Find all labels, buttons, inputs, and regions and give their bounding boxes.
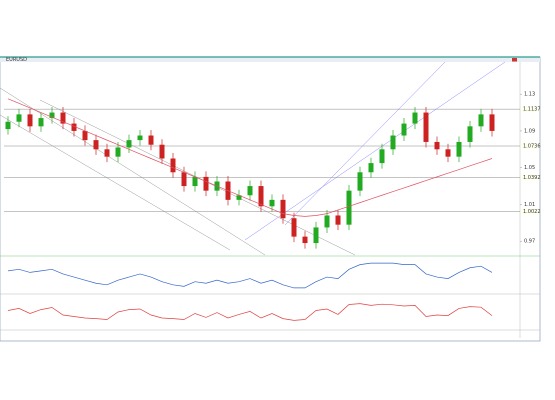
moving-average xyxy=(7,98,493,217)
candle-body xyxy=(104,149,110,157)
candle-body xyxy=(148,135,154,145)
candle-body xyxy=(423,112,429,142)
y-tick-label: 0.97 xyxy=(524,239,535,245)
candle-body xyxy=(49,112,55,119)
candle-body xyxy=(236,195,242,200)
candle-body xyxy=(82,130,88,141)
level-tag xyxy=(521,174,539,181)
candle-body xyxy=(126,140,132,148)
candle-body xyxy=(478,114,484,127)
candle-body xyxy=(60,112,66,124)
y-tick-label: 1.09 xyxy=(524,128,535,134)
candle-body xyxy=(181,172,187,187)
candle-body xyxy=(346,190,352,225)
candle-body xyxy=(390,135,396,150)
candle-body xyxy=(357,172,363,191)
candle-body xyxy=(324,215,330,228)
candle-body xyxy=(203,176,209,191)
window xyxy=(0,56,541,342)
indicator-line xyxy=(7,262,493,289)
candle-body xyxy=(38,118,44,127)
candle-body xyxy=(192,176,198,187)
chart-title: EURUSD xyxy=(6,57,27,63)
candle-body xyxy=(5,121,11,130)
y-tick-label: 1.05 xyxy=(524,165,535,171)
candle-body xyxy=(280,199,286,219)
candle-body xyxy=(170,158,176,173)
candle-body xyxy=(467,126,473,142)
channel-line xyxy=(244,61,506,241)
candle-body xyxy=(247,186,253,196)
candle-body xyxy=(401,123,407,136)
channel-line xyxy=(284,61,446,226)
candle-body xyxy=(159,144,165,159)
candle-body xyxy=(291,218,297,237)
candle-body xyxy=(302,236,308,244)
level-label: 1.0392 xyxy=(523,175,541,181)
indicator-line xyxy=(7,303,493,321)
candle-body xyxy=(313,227,319,244)
candle-body xyxy=(412,112,418,124)
title-bar xyxy=(0,57,540,62)
candle-body xyxy=(379,149,385,164)
candle-body xyxy=(16,114,22,122)
candle-body xyxy=(434,141,440,150)
level-label: 1.0736 xyxy=(523,144,541,150)
close-button[interactable] xyxy=(512,58,517,62)
candle-body xyxy=(71,123,77,131)
level-tag xyxy=(521,106,539,113)
candle-body xyxy=(368,163,374,173)
candle-body xyxy=(258,186,264,207)
candle-body xyxy=(445,149,451,157)
candle-body xyxy=(93,140,99,150)
candle-body xyxy=(137,135,143,141)
candle-body xyxy=(27,114,33,127)
level-tag xyxy=(521,208,539,215)
candle-body xyxy=(115,147,121,157)
channel-line xyxy=(0,87,266,256)
y-tick-label: 1.13 xyxy=(524,92,535,98)
candle-body xyxy=(456,141,462,157)
candle-body xyxy=(335,215,341,225)
level-label: 1.0022 xyxy=(523,209,541,215)
y-tick-label: 1.01 xyxy=(524,202,535,208)
level-label: 1.1137 xyxy=(523,107,541,113)
level-tag xyxy=(521,143,539,150)
candle-body xyxy=(489,114,495,131)
channel-line xyxy=(0,114,231,251)
candle-body xyxy=(269,199,275,207)
